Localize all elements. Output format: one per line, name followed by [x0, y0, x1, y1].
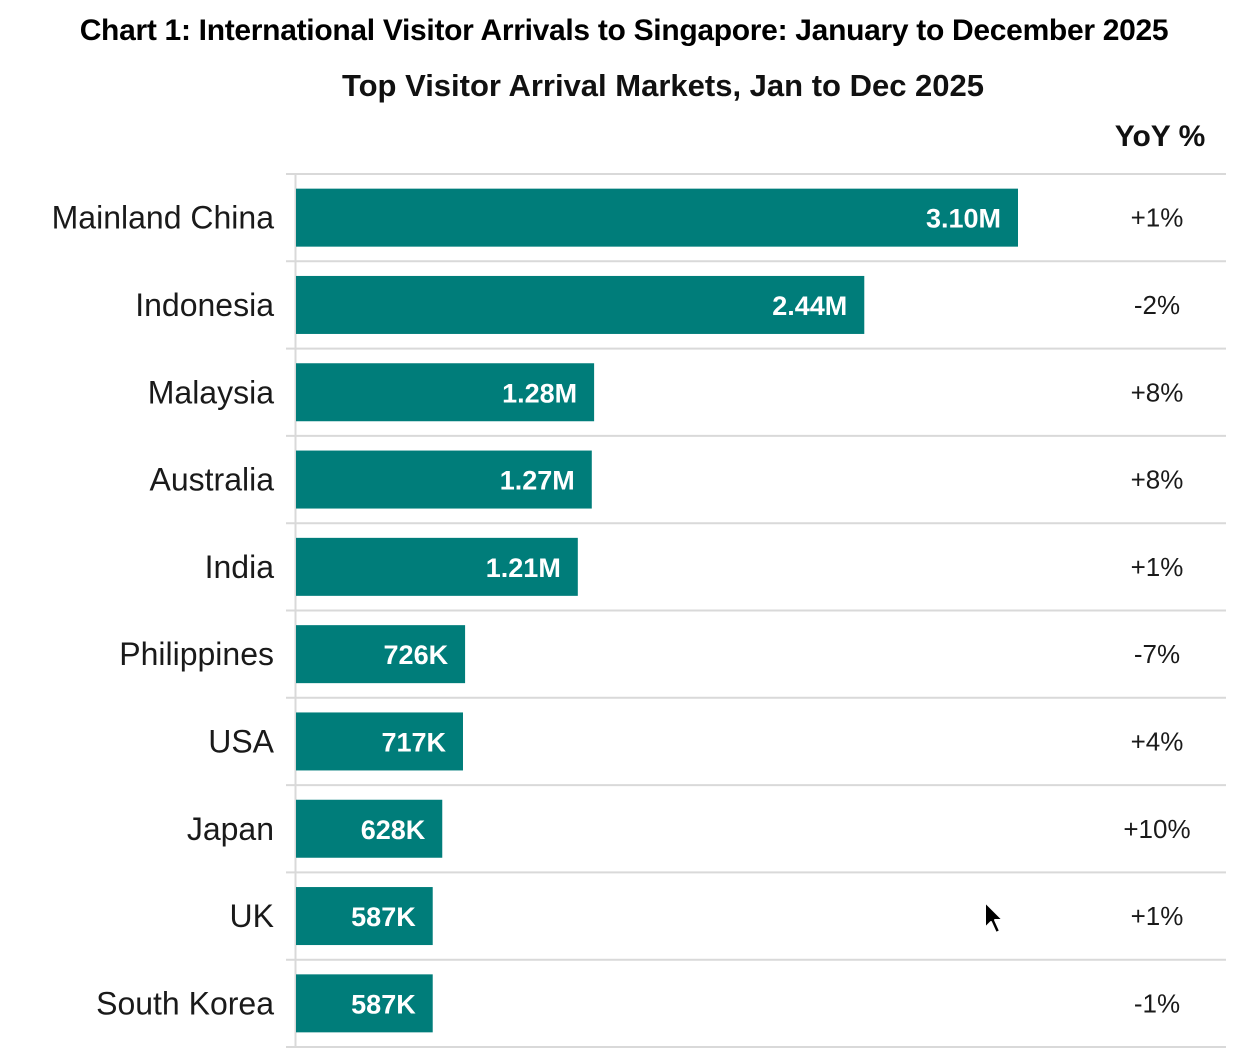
- category-label: India: [205, 549, 275, 585]
- bar: [296, 974, 433, 1033]
- mouse-pointer-icon: [984, 901, 1004, 934]
- bars: 3.10M 2.44M 1.28M 1.27M 1.21M 726K 717K 628K 587…: [296, 188, 1018, 1033]
- category-labels: Mainland China Indonesia Malaysia Australia…: [52, 200, 275, 1022]
- yoy-value: -7%: [1134, 639, 1180, 669]
- bar: [296, 799, 443, 858]
- bar: [296, 275, 865, 334]
- yoy-value: +1%: [1131, 203, 1184, 233]
- gridlines: [286, 173, 1226, 1048]
- yoy-value: +8%: [1131, 377, 1184, 407]
- bar-data-label: 717K: [381, 727, 446, 757]
- category-label: Japan: [187, 811, 274, 847]
- category-label: Australia: [150, 462, 275, 498]
- category-label: Indonesia: [135, 287, 274, 323]
- bar-data-label: 3.10M: [926, 204, 1001, 234]
- bar: [296, 537, 578, 596]
- yoy-value: +1%: [1131, 552, 1184, 582]
- bar: [296, 363, 595, 422]
- yoy-values: +1% -2% +8% +8% +1% -7% +4% +10% +1% -1%: [1123, 203, 1190, 1019]
- yoy-value: -2%: [1134, 290, 1180, 320]
- yoy-value: +4%: [1131, 726, 1184, 756]
- bar-data-label: 1.27M: [500, 466, 575, 496]
- bar-data-label: 1.21M: [486, 553, 561, 583]
- bar-data-label: 726K: [384, 640, 449, 670]
- chart-heading: Chart 1: International Visitor Arrivals …: [79, 14, 1169, 47]
- category-label: UK: [230, 898, 274, 934]
- bar-data-label: 628K: [361, 815, 426, 845]
- bar-data-label: 2.44M: [772, 291, 847, 321]
- bar: [296, 188, 1018, 247]
- yoy-value: +10%: [1123, 814, 1190, 844]
- bar-data-label: 587K: [351, 989, 416, 1019]
- bar-data-label: 1.28M: [502, 378, 577, 408]
- category-label: Philippines: [119, 636, 274, 672]
- yoy-value: +1%: [1131, 901, 1184, 931]
- category-label: South Korea: [96, 985, 274, 1021]
- category-label: USA: [208, 723, 274, 759]
- category-label: Mainland China: [52, 200, 275, 236]
- bar: [296, 450, 592, 509]
- category-label: Malaysia: [148, 374, 274, 410]
- yoy-column-header: YoY %: [1115, 120, 1206, 153]
- chart-title: Top Visitor Arrival Markets, Jan to Dec …: [342, 68, 984, 103]
- yoy-value: -1%: [1134, 988, 1180, 1018]
- bar-data-label: 587K: [351, 902, 416, 932]
- bar: [296, 712, 463, 771]
- bar: [296, 625, 466, 684]
- yoy-value: +8%: [1131, 465, 1184, 495]
- bar: [296, 887, 433, 946]
